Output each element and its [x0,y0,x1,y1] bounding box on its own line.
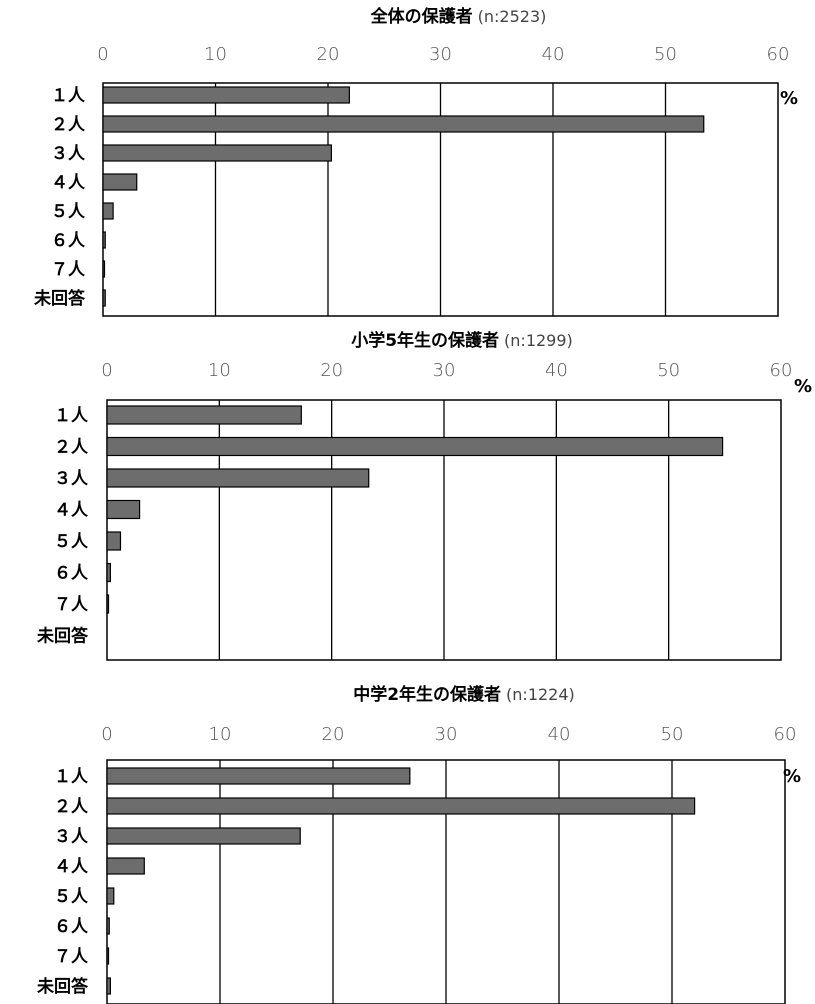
bar [106,468,370,488]
category-label: ４人 [51,173,86,193]
plot-frame [106,759,786,1004]
bar [106,977,111,995]
category-label: ３人 [54,827,89,847]
category-label: ６人 [51,231,86,251]
bar [106,405,302,425]
category-label: ２人 [51,115,86,135]
x-tick-label: 30 [435,724,458,745]
x-tick-label: 20 [322,724,345,745]
bar [102,144,332,162]
unit-label: % [794,376,812,397]
unit-label: % [783,766,801,787]
category-label: ４人 [54,501,89,521]
x-tick-label: 0 [101,360,112,381]
chart-sample-size: (n:1224) [506,685,575,704]
plot-frame [106,399,782,661]
bar [106,797,696,815]
x-tick-label: 0 [101,724,112,745]
x-tick-label: 60 [770,360,793,381]
category-label: ５人 [54,532,89,552]
bar [102,202,114,220]
category-label: ３人 [54,469,89,489]
bar [106,767,411,785]
category-label: ７人 [51,260,86,280]
x-tick-label: 20 [320,360,343,381]
category-label: ２人 [54,797,89,817]
category-label: ７人 [54,947,89,967]
category-label: ２人 [54,438,89,458]
category-label: ６人 [54,564,89,584]
bar [102,231,106,249]
unit-label: % [780,88,798,109]
bar [106,887,115,905]
bar [106,562,111,583]
category-label: １人 [54,406,89,426]
chart-title: 中学2年生の保護者 (n:1224) [353,684,575,705]
category-label: ５人 [51,202,86,222]
category-label: 未回答 [33,288,86,309]
chart-title-text: 中学2年生の保護者 [353,684,501,705]
bar [102,173,138,191]
plot-frame [102,82,779,317]
x-tick-label: 10 [204,44,227,65]
x-tick-label: 10 [208,360,231,381]
x-tick-label: 10 [209,724,232,745]
bar [106,594,110,614]
x-tick-label: 60 [774,724,797,745]
category-label: ３人 [51,144,86,164]
chart-sample-size: (n:2523) [478,7,547,26]
bar [106,947,110,965]
x-tick-label: 30 [433,360,456,381]
category-label: ７人 [54,595,89,615]
bar [102,260,106,278]
bar [106,917,110,935]
x-tick-label: 40 [548,724,571,745]
bar [102,289,106,307]
x-tick-label: 60 [767,44,790,65]
category-label: ４人 [54,857,89,877]
chart-title: 全体の保護者 (n:2523) [370,6,547,27]
bar [102,115,705,133]
bar [102,86,350,104]
category-label: ６人 [54,917,89,937]
x-tick-label: 20 [317,44,340,65]
x-tick-label: 50 [657,360,680,381]
category-label: 未回答 [36,626,89,647]
x-tick-label: 50 [654,44,677,65]
bar [106,531,122,551]
chart-sample-size: (n:1299) [504,331,573,350]
bar [106,436,724,457]
category-label: １人 [54,767,89,787]
x-tick-label: 0 [97,44,108,65]
chart-title: 小学5年生の保護者 (n:1299) [351,330,573,351]
chart-title-text: 小学5年生の保護者 [351,330,499,351]
category-label: ５人 [54,887,89,907]
x-tick-label: 30 [429,44,452,65]
x-tick-label: 40 [545,360,568,381]
x-tick-label: 40 [542,44,565,65]
x-tick-label: 50 [661,724,684,745]
bar [106,827,301,845]
chart-title-text: 全体の保護者 [370,6,473,27]
bar [106,857,145,875]
category-label: 未回答 [36,976,89,997]
bar [106,499,141,520]
category-label: １人 [51,86,86,106]
